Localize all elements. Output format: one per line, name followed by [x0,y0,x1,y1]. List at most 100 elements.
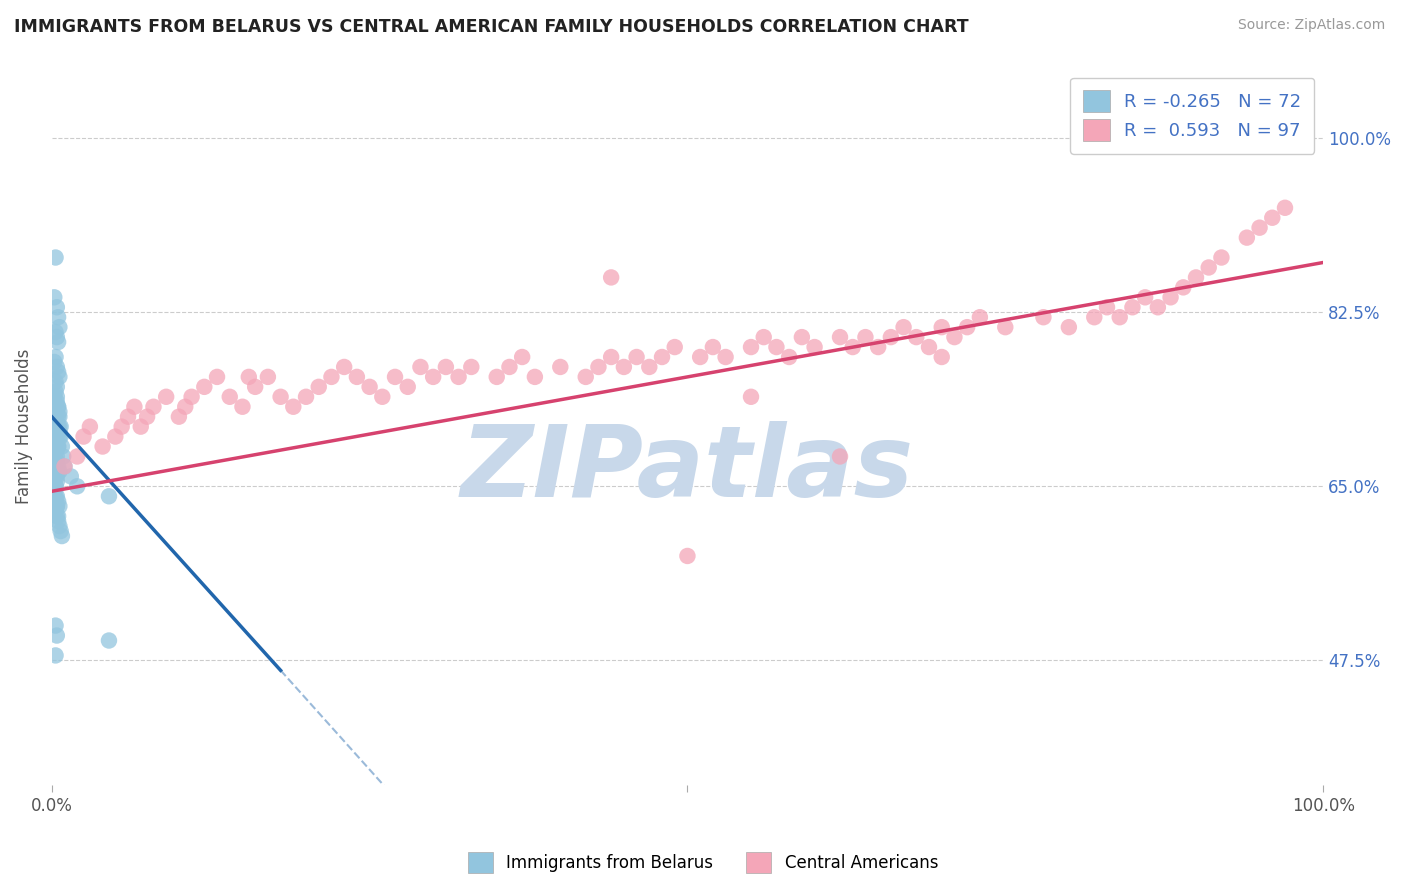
Point [308,380,330,394]
Point [1032,310,1054,325]
Point [283,400,305,414]
Point [48,409,70,424]
Point [66,479,89,493]
Point [48,405,70,419]
Point [48,464,70,478]
Point [45,444,67,458]
Point [45,390,67,404]
Point [295,390,318,404]
Point [905,330,928,344]
Point [129,419,152,434]
Point [59,469,82,483]
Point [53,459,76,474]
Point [218,390,240,404]
Point [142,400,165,414]
Point [1274,201,1296,215]
Point [45,489,67,503]
Point [111,419,134,434]
Point [45,628,67,642]
Point [1133,290,1156,304]
Point [45,251,67,265]
Point [550,359,572,374]
Point [333,359,356,374]
Point [46,310,69,325]
Point [1160,290,1182,304]
Point [46,514,69,528]
Point [1057,320,1080,334]
Point [1198,260,1220,275]
Point [52,450,75,464]
Point [46,509,69,524]
Point [676,549,699,563]
Point [45,394,67,409]
Point [51,529,73,543]
Point [51,440,73,454]
Point [124,400,146,414]
Point [46,440,69,454]
Point [46,419,69,434]
Legend: Immigrants from Belarus, Central Americans: Immigrants from Belarus, Central America… [461,846,945,880]
Point [1249,220,1271,235]
Point [384,370,406,384]
Point [931,320,953,334]
Point [270,390,292,404]
Point [740,390,762,404]
Point [180,390,202,404]
Point [638,359,661,374]
Point [1083,310,1105,325]
Point [45,509,67,524]
Point [689,350,711,364]
Point [918,340,941,354]
Point [969,310,991,325]
Point [45,330,67,344]
Point [510,350,533,364]
Point [48,370,70,384]
Point [45,429,67,443]
Point [828,450,851,464]
Point [44,484,66,499]
Point [651,350,673,364]
Point [45,384,67,399]
Y-axis label: Family Households: Family Households [15,349,32,504]
Point [45,469,67,483]
Legend: R = -0.265   N = 72, R =  0.593   N = 97: R = -0.265 N = 72, R = 0.593 N = 97 [1070,78,1315,154]
Point [104,429,127,443]
Point [48,419,70,434]
Point [714,350,737,364]
Point [1173,280,1195,294]
Point [943,330,966,344]
Point [72,429,94,443]
Point [841,340,863,354]
Point [66,450,89,464]
Point [664,340,686,354]
Point [45,300,67,314]
Point [931,350,953,364]
Point [45,450,67,464]
Point [1108,310,1130,325]
Point [447,370,470,384]
Point [193,380,215,394]
Point [46,440,69,454]
Point [46,365,69,379]
Point [49,429,72,443]
Point [91,440,114,454]
Point [44,390,66,404]
Point [46,459,69,474]
Point [600,270,623,285]
Point [588,359,610,374]
Point [45,500,67,514]
Point [48,500,70,514]
Point [1286,131,1309,145]
Text: ZIPatlas: ZIPatlas [461,421,914,518]
Point [48,320,70,334]
Point [45,380,67,394]
Point [1261,211,1284,225]
Point [855,330,877,344]
Point [1095,300,1118,314]
Point [346,370,368,384]
Point [498,359,520,374]
Point [45,648,67,663]
Point [396,380,419,394]
Point [740,340,762,354]
Point [485,370,508,384]
